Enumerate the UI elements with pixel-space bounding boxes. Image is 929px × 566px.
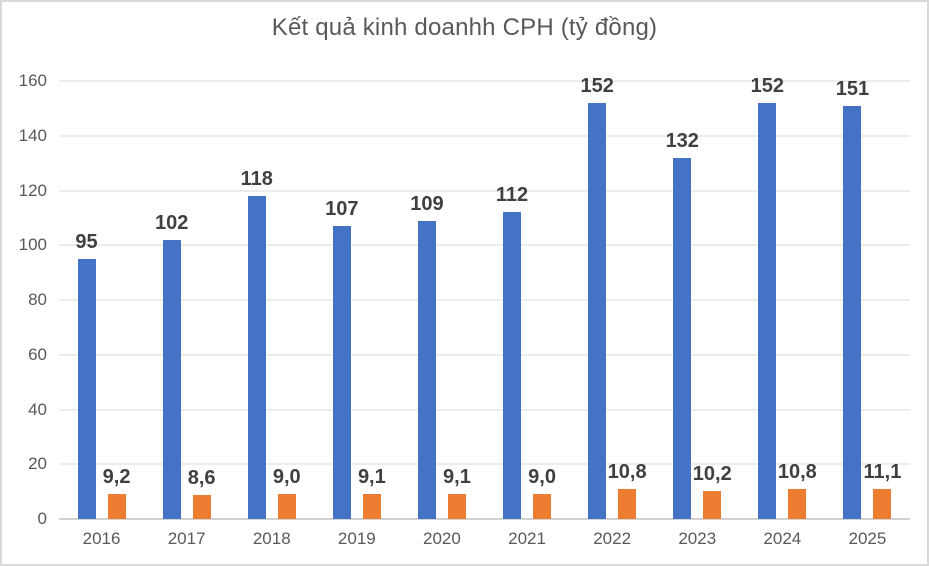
- bar-group-2021: 112 9,0: [496, 81, 556, 519]
- orange-data-label-2025: 11,1: [863, 460, 902, 483]
- x-tick-label-2017: 2017: [167, 529, 206, 548]
- gridline: [59, 299, 910, 301]
- y-tick-label: 60: [28, 344, 47, 364]
- blue-bar-2018: 118: [241, 168, 273, 519]
- x-tick-label-2020: 2020: [423, 529, 461, 548]
- orange-data-label-2020: 9,1: [443, 466, 471, 489]
- orange-data-label-2017: 8,6: [187, 467, 216, 490]
- orange-bar-2022: 10,8: [608, 461, 647, 519]
- blue-data-label-2018: 118: [240, 167, 273, 190]
- blue-bar-2022: 152: [580, 75, 614, 519]
- gridline: [59, 409, 910, 410]
- y-tick-label: 120: [18, 180, 47, 200]
- orange-data-label-2016: 9,2: [102, 465, 131, 488]
- orange-bar-2023: 10,2: [693, 463, 732, 519]
- orange-bar-2025: 11,1: [864, 461, 901, 519]
- bar-group-2023: 132 10,2: [666, 81, 732, 519]
- y-tick-label: 80: [28, 290, 47, 309]
- blue-bar-2021: 112: [496, 184, 528, 519]
- x-tick-label-2016: 2016: [82, 529, 121, 548]
- chart-title: Kết quả kinh doanhh CPH (tỷ đồng): [271, 14, 658, 41]
- x-tick-label-2022: 2022: [593, 529, 632, 548]
- blue-bar-2023: 132: [666, 130, 699, 519]
- blue-data-label-2023: 132: [665, 129, 699, 152]
- bar-group-2019: 107 9,1: [325, 81, 386, 519]
- x-tick-label-2018: 2018: [252, 529, 291, 548]
- blue-data-label-2025: 151: [835, 77, 870, 100]
- y-tick-label: 100: [18, 235, 47, 255]
- orange-bar-2016: 9,2: [103, 466, 130, 519]
- blue-bar-2020: 109: [410, 193, 444, 519]
- blue-data-label-2016: 95: [75, 230, 98, 253]
- blue-bar-2024: 152: [751, 75, 784, 519]
- gridline: [59, 80, 910, 82]
- blue-bar-2025: 151: [836, 78, 869, 519]
- blue-bar-2017: 102: [155, 212, 188, 519]
- gridline: [59, 354, 910, 356]
- blue-bar-2019: 107: [325, 198, 359, 519]
- orange-bar-2024: 10,8: [778, 461, 817, 519]
- x-tick-label-2024: 2024: [763, 529, 802, 548]
- bar-group-2018: 118 9,0: [241, 81, 301, 519]
- bar-group-2025: 151 11,1: [836, 78, 901, 519]
- bar-group-2022: 152 10,8: [580, 75, 647, 519]
- x-tick-label-2025: 2025: [848, 529, 887, 548]
- gridline: [59, 135, 910, 137]
- blue-data-label-2019: 107: [325, 198, 359, 221]
- blue-data-label-2022: 152: [580, 74, 614, 97]
- bar-group-2016: 95 9,2: [75, 81, 130, 519]
- x-tick-label-2019: 2019: [337, 529, 376, 548]
- orange-data-label-2023: 10,2: [692, 463, 732, 486]
- orange-data-label-2021: 9,0: [528, 466, 556, 489]
- blue-data-label-2020: 109: [410, 192, 444, 215]
- orange-bar-2017: 8,6: [188, 467, 216, 519]
- plot-area: 0 20 40 60 80 100 120 140 160 95 9,2 2016 102 8,6 2017…: [19, 71, 910, 548]
- x-tick-label-2021: 2021: [508, 529, 546, 548]
- orange-data-label-2022: 10,8: [607, 461, 647, 484]
- gridline: [59, 244, 910, 246]
- orange-bar-2020: 9,1: [443, 466, 471, 519]
- y-tick-label: 0: [37, 509, 47, 528]
- orange-data-label-2019: 9,1: [357, 466, 386, 489]
- bar-group-2020: 109 9,1: [410, 81, 471, 519]
- orange-bar-2018: 9,0: [273, 466, 301, 519]
- orange-bar-2019: 9,1: [358, 466, 386, 519]
- x-tick-label-2023: 2023: [678, 529, 717, 548]
- y-tick-label: 20: [28, 454, 47, 474]
- blue-data-label-2024: 152: [750, 74, 785, 97]
- bar-group-2017: 102 8,6: [155, 81, 216, 519]
- bar-group-2024: 152 10,8: [751, 75, 817, 519]
- gridline: [59, 463, 910, 465]
- blue-bar-2016: 95: [75, 231, 98, 519]
- orange-bar-2021: 9,0: [528, 466, 556, 519]
- orange-data-label-2024: 10,8: [777, 461, 817, 484]
- y-tick-label: 40: [28, 399, 47, 419]
- orange-data-label-2018: 9,0: [272, 466, 301, 489]
- y-tick-label: 140: [18, 125, 47, 145]
- x-axis-line: [59, 518, 910, 520]
- blue-data-label-2017: 102: [154, 211, 189, 234]
- gridline: [59, 190, 910, 191]
- blue-data-label-2021: 112: [495, 184, 529, 207]
- y-tick-label: 160: [18, 71, 47, 90]
